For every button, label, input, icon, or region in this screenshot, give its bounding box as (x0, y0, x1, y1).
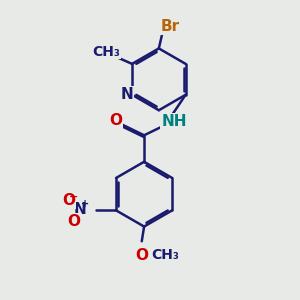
Text: O: O (67, 214, 80, 229)
Text: N: N (120, 87, 133, 102)
Text: O: O (62, 194, 75, 208)
Text: CH₃: CH₃ (92, 44, 120, 58)
Text: N: N (74, 202, 86, 217)
Text: CH₃: CH₃ (152, 248, 179, 262)
Text: O: O (135, 248, 148, 263)
Text: +: + (81, 199, 89, 209)
Text: −: − (69, 192, 78, 202)
Text: Br: Br (160, 20, 179, 34)
Text: NH: NH (161, 114, 187, 129)
Text: O: O (109, 113, 122, 128)
